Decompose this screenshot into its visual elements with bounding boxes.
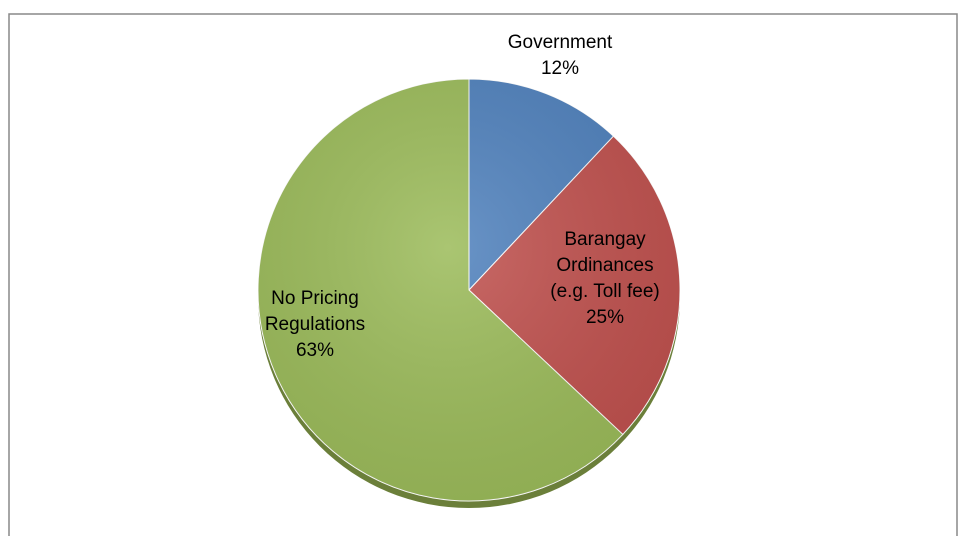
percent-label: 25% [585, 307, 625, 328]
chart-border [8, 13, 958, 536]
percent-label: 63% [295, 340, 335, 361]
category-label: Government [507, 32, 613, 53]
category-label: Barangay Ordinances (e.g. Toll fee) [550, 229, 660, 302]
data-label: No Pricing Regulations 63% [235, 286, 395, 364]
data-label: Government 12% [490, 30, 630, 82]
category-label: No Pricing Regulations [264, 288, 366, 335]
percent-label: 12% [540, 58, 580, 79]
data-label: Barangay Ordinances (e.g. Toll fee) 25% [535, 227, 675, 331]
